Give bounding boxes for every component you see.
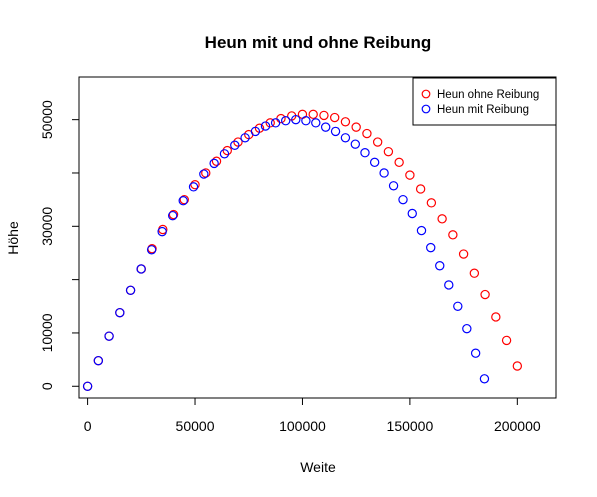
data-point (125, 285, 136, 295)
data-point (501, 335, 512, 346)
data-point (301, 116, 311, 126)
data-point (115, 307, 125, 318)
data-point (93, 355, 104, 366)
x-tick-label: 200000 (494, 418, 541, 434)
data-point (330, 126, 341, 137)
data-point (398, 194, 408, 205)
x-tick-label: 0 (84, 418, 92, 434)
legend-label: Heun mit Reibung (437, 104, 529, 116)
data-point (350, 139, 361, 149)
data-point (291, 114, 301, 125)
data-point (435, 261, 445, 271)
data-point (178, 196, 188, 206)
data-point (458, 249, 469, 259)
y-tick-label: 50000 (39, 100, 55, 139)
data-point (388, 181, 399, 191)
data-point (362, 128, 372, 139)
y-tick-label: 0 (39, 382, 55, 390)
data-point (448, 230, 458, 240)
legend-label: Heun ohne Reibung (437, 89, 539, 101)
data-point (211, 156, 222, 166)
data-point (340, 117, 351, 127)
data-point (394, 157, 404, 168)
data-point (426, 242, 436, 253)
data-point (444, 280, 454, 290)
data-point (82, 381, 93, 391)
data-point (462, 323, 472, 334)
data-point (480, 289, 490, 300)
data-point (270, 118, 281, 128)
data-point (437, 214, 447, 224)
data-point (491, 312, 501, 322)
data-point (222, 145, 232, 156)
data-point (311, 118, 321, 128)
data-point (209, 158, 219, 169)
data-point (416, 225, 427, 236)
data-point (383, 146, 394, 157)
data-point (405, 170, 415, 180)
data-point (136, 264, 146, 274)
x-axis-label: Weite (300, 459, 336, 475)
chart-title: Heun mit und ohne Reibung (205, 33, 432, 52)
x-axis: 0 50000 100000 150000 200000 (84, 397, 541, 434)
data-point (407, 208, 417, 219)
data-point (351, 122, 361, 132)
data-point (240, 133, 250, 143)
data-point (199, 169, 209, 179)
data-point (369, 157, 380, 168)
data-point (146, 245, 157, 255)
data-point (470, 348, 481, 358)
data-point (453, 301, 463, 311)
data-point (168, 209, 179, 220)
data-point (233, 137, 243, 147)
data-point (426, 198, 437, 208)
legend-marker (421, 104, 431, 114)
data-point (308, 109, 318, 120)
series-mit-reibung (82, 114, 490, 391)
x-tick-label: 150000 (387, 418, 434, 434)
data-point (260, 121, 271, 131)
data-point (265, 118, 275, 128)
data-point (340, 133, 351, 143)
series-ohne-reibung (82, 109, 523, 391)
y-tick-label: 10000 (39, 313, 55, 352)
data-point (512, 361, 523, 371)
data-point (329, 112, 340, 123)
data-point (479, 374, 490, 384)
y-axis: 0 10000 30000 50000 (39, 100, 80, 390)
data-point (157, 226, 167, 237)
y-tick-label: 30000 (39, 207, 55, 246)
x-tick-label: 100000 (279, 418, 326, 434)
data-point (320, 122, 331, 132)
data-point (188, 182, 199, 192)
data-point (379, 168, 389, 178)
data-point (179, 194, 189, 205)
data-point (201, 168, 211, 178)
data-point (190, 180, 200, 190)
data-point (319, 110, 329, 121)
data-points (82, 109, 523, 391)
data-point (360, 148, 370, 158)
data-point (250, 126, 261, 137)
data-point (415, 184, 426, 194)
data-point (276, 113, 286, 124)
legend: Heun ohne Reibung Heun mit Reibung (412, 77, 557, 126)
legend-marker (421, 89, 431, 99)
data-point (104, 331, 114, 341)
data-point (469, 268, 480, 278)
data-point (219, 149, 230, 159)
data-point (281, 116, 291, 126)
data-point (372, 137, 383, 147)
x-tick-label: 50000 (176, 418, 215, 434)
data-point (167, 210, 178, 221)
y-axis-label: Höhe (5, 221, 21, 255)
legend-box (412, 77, 557, 126)
data-point (230, 140, 240, 150)
